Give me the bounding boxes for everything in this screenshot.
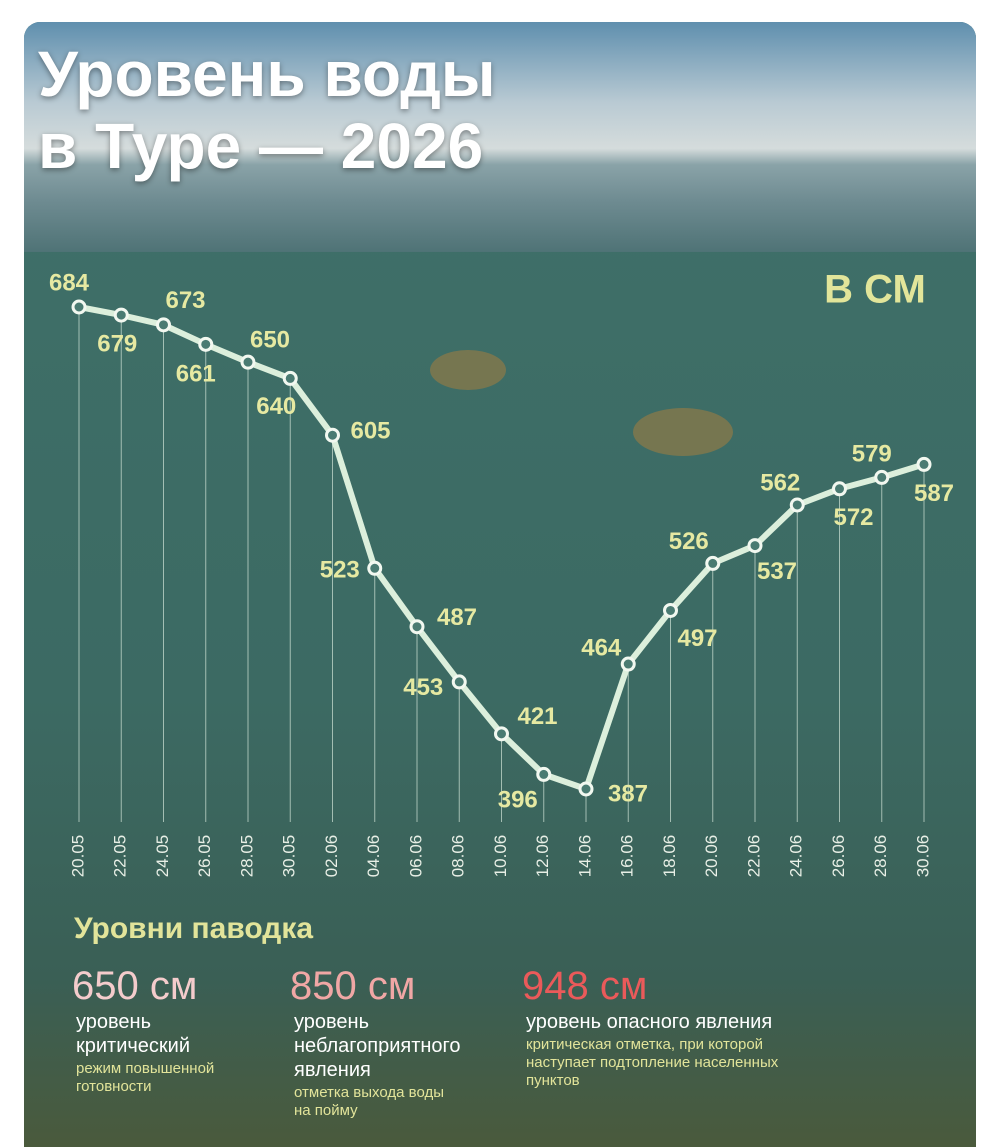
x-tick-label: 28.06 bbox=[871, 835, 890, 878]
point bbox=[198, 336, 214, 352]
data-label: 679 bbox=[97, 330, 137, 357]
level-name: уровень неблагоприятного явления bbox=[294, 1011, 461, 1081]
unit-label: В СМ bbox=[824, 268, 926, 312]
data-label: 421 bbox=[517, 703, 557, 730]
x-tick-label: 08.06 bbox=[449, 835, 468, 878]
data-label: 487 bbox=[437, 604, 477, 631]
x-tick-label: 30.06 bbox=[913, 835, 932, 878]
data-label: 537 bbox=[757, 558, 797, 585]
header-photo bbox=[24, 22, 976, 252]
card bbox=[24, 22, 976, 1147]
point bbox=[789, 497, 805, 513]
x-tick-label: 22.06 bbox=[744, 835, 763, 878]
legend-title: Уровни паводка bbox=[74, 912, 314, 945]
point bbox=[451, 674, 467, 690]
point bbox=[874, 469, 890, 485]
point bbox=[705, 555, 721, 571]
data-label: 396 bbox=[498, 787, 538, 814]
point bbox=[71, 299, 87, 315]
point bbox=[409, 619, 425, 635]
data-label: 579 bbox=[852, 441, 892, 468]
point bbox=[620, 656, 636, 672]
data-label: 572 bbox=[833, 504, 873, 531]
level-value: 850 см bbox=[290, 964, 416, 1008]
data-label: 497 bbox=[677, 625, 717, 652]
point bbox=[494, 726, 509, 742]
x-tick-label: 22.05 bbox=[111, 835, 130, 878]
point bbox=[282, 370, 298, 386]
data-label: 673 bbox=[165, 287, 205, 314]
flood-level: 850 см уровень неблагоприятного явления … bbox=[290, 962, 485, 1120]
x-tick-label: 10.06 bbox=[491, 835, 510, 878]
x-tick-label: 24.06 bbox=[787, 835, 806, 878]
point bbox=[663, 602, 678, 618]
level-value: 650 см bbox=[72, 964, 198, 1008]
level-name: уровень критический bbox=[76, 1011, 191, 1057]
data-label: 523 bbox=[320, 557, 360, 584]
point bbox=[367, 560, 383, 576]
point bbox=[113, 307, 129, 323]
data-label: 640 bbox=[256, 393, 296, 420]
point bbox=[832, 481, 847, 497]
point bbox=[536, 766, 552, 782]
data-label: 650 bbox=[250, 327, 290, 354]
point bbox=[747, 538, 763, 554]
point bbox=[240, 354, 256, 370]
data-label: 464 bbox=[581, 634, 622, 661]
data-label: 684 bbox=[49, 269, 90, 296]
x-tick-label: 18.06 bbox=[660, 835, 679, 878]
x-tick-label: 02.06 bbox=[322, 835, 341, 878]
x-tick-label: 06.06 bbox=[406, 835, 425, 878]
x-tick-label: 28.05 bbox=[237, 835, 256, 878]
level-name: уровень опасного явления bbox=[526, 1011, 773, 1033]
level-note: режим повышенной готовности bbox=[76, 1060, 215, 1095]
data-label: 387 bbox=[608, 780, 648, 807]
flood-level: 650 см уровень критический режим повышен… bbox=[72, 962, 262, 1096]
flood-level: 948 см уровень опасного явления критичес… bbox=[522, 962, 832, 1090]
data-label: 562 bbox=[760, 469, 800, 496]
data-label: 587 bbox=[914, 480, 954, 507]
data-label: 453 bbox=[403, 674, 443, 701]
x-tick-label: 30.05 bbox=[280, 835, 299, 878]
x-tick-label: 26.06 bbox=[829, 835, 848, 878]
x-tick-label: 26.05 bbox=[195, 835, 214, 878]
data-label: 526 bbox=[669, 528, 709, 555]
x-tick-label: 20.06 bbox=[702, 835, 721, 878]
level-note: критическая отметка, при которой наступа… bbox=[526, 1036, 779, 1089]
point bbox=[916, 456, 932, 472]
x-tick-label: 20.05 bbox=[68, 835, 87, 878]
x-tick-label: 12.06 bbox=[533, 835, 552, 878]
point bbox=[156, 317, 171, 333]
point bbox=[325, 427, 340, 443]
level-note: отметка выхода воды на пойму bbox=[294, 1084, 445, 1119]
level-value: 948 см bbox=[522, 964, 648, 1008]
x-tick-label: 04.06 bbox=[364, 835, 383, 878]
data-label: 661 bbox=[176, 361, 216, 388]
fish bbox=[430, 350, 733, 456]
x-tick-label: 16.06 bbox=[618, 835, 637, 878]
data-label: 605 bbox=[350, 418, 390, 445]
chart-title: Уровень воды в Туре — 2026 bbox=[38, 38, 496, 182]
point bbox=[578, 781, 594, 797]
x-tick-label: 24.05 bbox=[153, 835, 172, 878]
x-tick-label: 14.06 bbox=[575, 835, 594, 878]
